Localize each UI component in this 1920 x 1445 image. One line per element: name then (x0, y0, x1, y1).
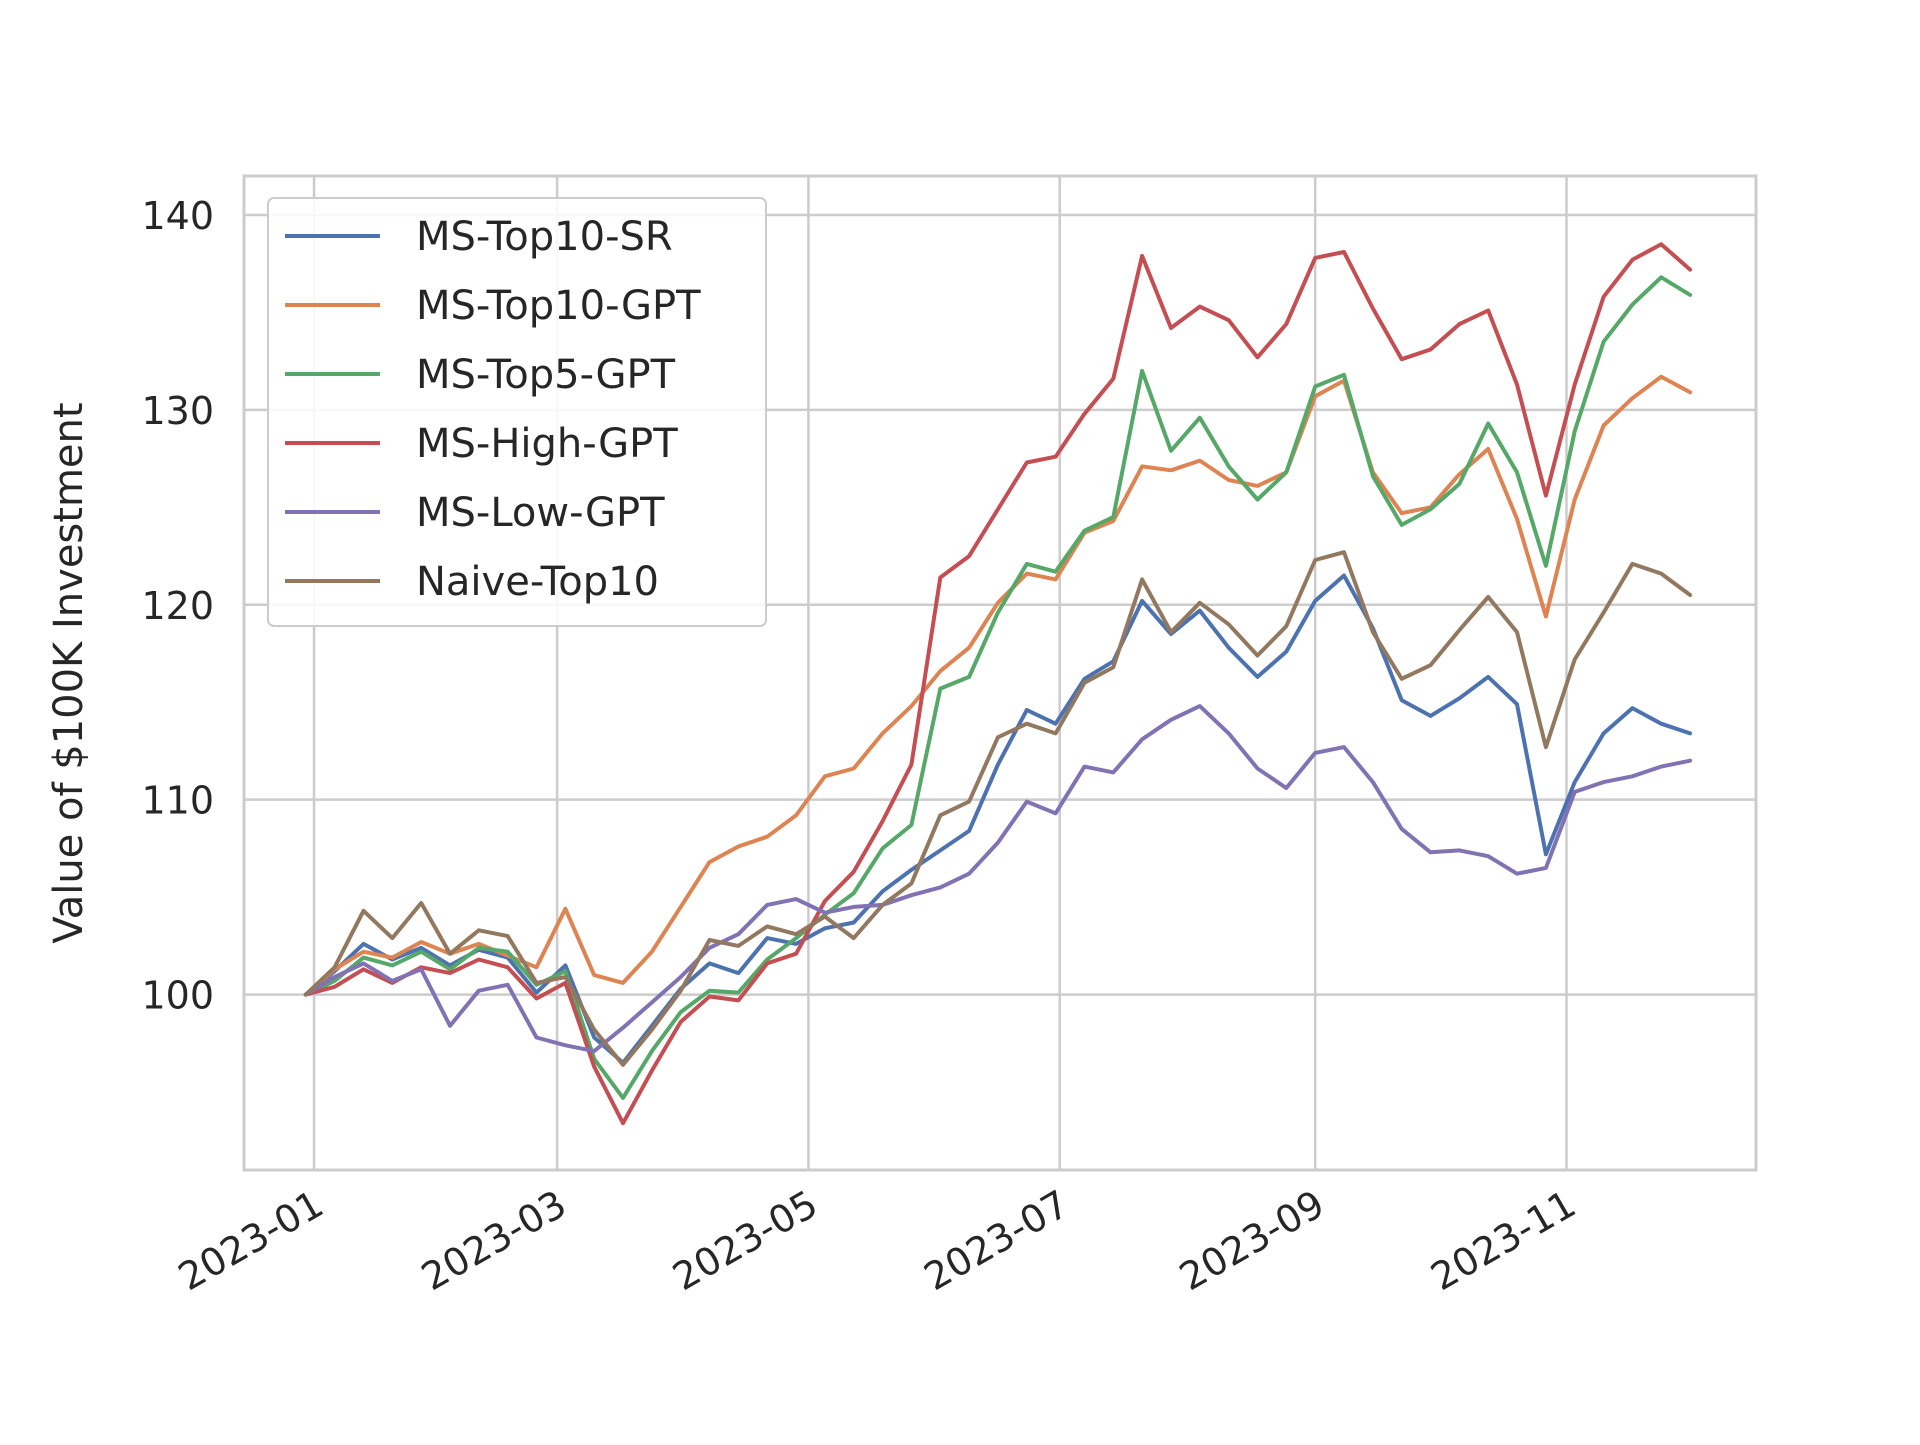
y-tick-label: 140 (141, 194, 214, 238)
series-lines (303, 242, 1693, 1126)
y-tick-label: 130 (141, 389, 214, 433)
series-line (303, 242, 1693, 1126)
y-tick-label: 110 (141, 779, 214, 823)
series-line (303, 573, 1693, 1065)
y-axis-label: Value of $100K Investment (46, 402, 92, 943)
series-line (303, 704, 1693, 1054)
y-tick-label: 100 (141, 974, 214, 1018)
legend-label: MS-Top5-GPT (416, 352, 676, 398)
legend-label: Naive-Top10 (416, 559, 659, 605)
legend-box (267, 197, 767, 627)
legend-label: MS-Top10-GPT (416, 283, 701, 329)
legend-label: MS-Low-GPT (416, 490, 665, 536)
series-line (303, 374, 1693, 997)
legend-label: MS-High-GPT (416, 421, 678, 467)
legend-label: MS-Top10-SR (416, 214, 673, 260)
y-tick-label: 120 (141, 584, 214, 628)
legend: MS-Top10-SR MS-Top10-GPT MS-Top5-GPT MS-Hig… (267, 197, 767, 627)
series-line (303, 550, 1693, 1067)
y-tick-labels: 100 110 120 130 140 (141, 194, 214, 1018)
plot-frame (242, 174, 1758, 1172)
